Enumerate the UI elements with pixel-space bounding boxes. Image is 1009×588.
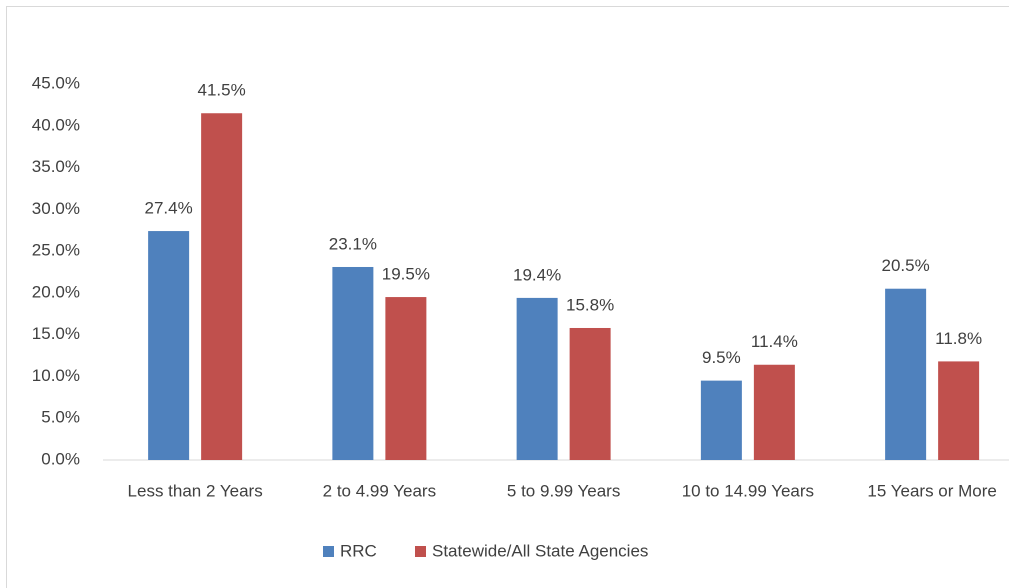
bar <box>148 231 190 460</box>
legend-label: RRC <box>340 541 377 560</box>
x-tick-label: 10 to 14.99 Years <box>682 481 814 500</box>
bar <box>885 288 927 460</box>
data-label: 19.5% <box>382 265 430 284</box>
bar <box>700 380 742 460</box>
y-tick-label: 30.0% <box>32 199 80 218</box>
y-tick-label: 25.0% <box>32 241 80 260</box>
x-tick-label: 15 Years or More <box>867 481 996 500</box>
legend-label: Statewide/All State Agencies <box>432 541 648 560</box>
bar <box>332 266 374 460</box>
bar <box>938 361 980 460</box>
data-label: 41.5% <box>198 81 246 100</box>
bar <box>516 297 558 460</box>
y-tick-label: 20.0% <box>32 282 80 301</box>
y-tick-label: 5.0% <box>41 408 80 427</box>
data-label: 19.4% <box>513 265 561 284</box>
legend-swatch <box>415 546 426 557</box>
x-tick-label: 5 to 9.99 Years <box>507 481 620 500</box>
bar <box>201 113 243 460</box>
x-tick-label: 2 to 4.99 Years <box>323 481 436 500</box>
x-tick-label: Less than 2 Years <box>128 481 263 500</box>
y-tick-label: 0.0% <box>41 449 80 468</box>
data-label: 27.4% <box>145 199 193 218</box>
y-tick-label: 45.0% <box>32 73 80 92</box>
legend-swatch <box>323 546 334 557</box>
data-label: 9.5% <box>702 348 741 367</box>
bar <box>753 364 795 460</box>
data-label: 20.5% <box>882 256 930 275</box>
data-label: 11.8% <box>935 329 982 348</box>
data-label: 23.1% <box>329 234 377 253</box>
y-tick-label: 15.0% <box>32 324 80 343</box>
y-tick-label: 10.0% <box>32 366 80 385</box>
data-label: 11.4% <box>751 332 798 351</box>
data-label: 15.8% <box>566 295 614 314</box>
bar <box>385 297 427 460</box>
bar <box>569 327 611 460</box>
y-tick-label: 35.0% <box>32 157 80 176</box>
y-tick-label: 40.0% <box>32 115 80 134</box>
chart-border <box>6 6 1009 588</box>
